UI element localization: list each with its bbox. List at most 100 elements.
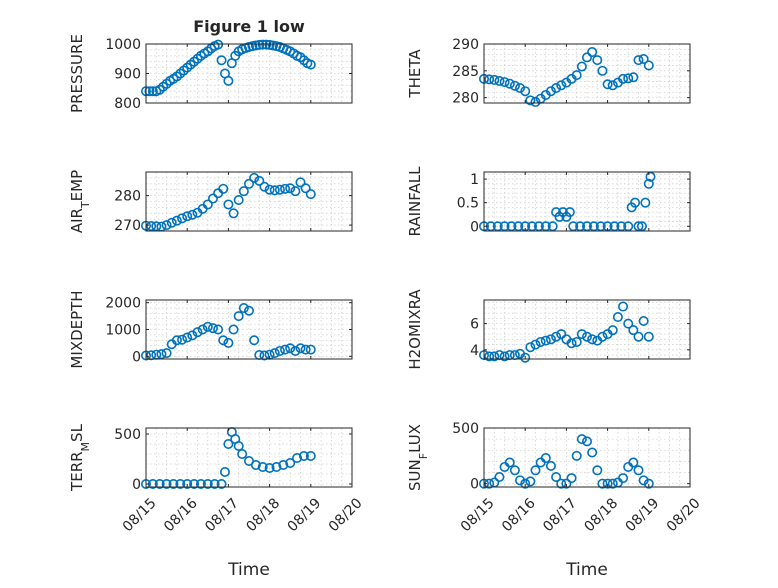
axes-box-6: [145, 427, 353, 488]
x-tick-label: 08/19: [623, 495, 663, 535]
data-point: [576, 329, 587, 340]
data-point: [144, 86, 155, 97]
data-point: [249, 172, 260, 183]
y-tick-label: 1: [470, 172, 479, 188]
data-point: [278, 459, 289, 470]
data-point: [202, 478, 213, 489]
data-point: [587, 447, 598, 458]
y-tick-label: 290: [452, 37, 479, 53]
data-point: [643, 60, 654, 71]
data-point: [216, 55, 227, 66]
data-point: [168, 478, 179, 489]
y-tick-label: 2000: [105, 296, 141, 312]
data-point: [187, 330, 198, 341]
data-point: [520, 86, 531, 97]
data-point: [547, 221, 558, 232]
data-point: [213, 39, 224, 50]
data-point: [504, 457, 515, 468]
data-point: [285, 343, 296, 354]
data-point: [207, 193, 218, 204]
chart-title: Figure 1 low: [193, 17, 305, 36]
data-point: [250, 459, 261, 470]
data-point: [545, 334, 556, 345]
data-point: [566, 338, 577, 349]
data-point: [295, 343, 306, 354]
data-point: [530, 96, 541, 107]
data-point: [581, 436, 592, 447]
data-point: [161, 348, 172, 359]
data-point: [202, 199, 213, 210]
data-point: [257, 39, 268, 50]
data-point: [530, 339, 541, 350]
data-point: [576, 61, 587, 72]
data-point: [525, 342, 536, 353]
data-point: [223, 199, 234, 210]
data-point: [597, 478, 608, 489]
x-axis-label: Time: [227, 560, 270, 580]
y-axis-label-1: THETA: [406, 49, 424, 99]
data-point: [175, 478, 186, 489]
data-point: [290, 186, 301, 197]
data-point: [506, 221, 517, 232]
data-point: [592, 55, 603, 66]
data-point: [298, 450, 309, 461]
data-point: [588, 221, 599, 232]
data-point: [489, 351, 500, 362]
data-point: [535, 336, 546, 347]
data-point: [259, 350, 270, 361]
data-point: [525, 95, 536, 106]
data-point: [571, 450, 582, 461]
data-point: [597, 331, 608, 342]
data-point: [280, 183, 291, 194]
data-point: [530, 465, 541, 476]
data-point: [633, 331, 644, 342]
data-point: [494, 471, 505, 482]
data-point: [218, 183, 229, 194]
data-point: [202, 321, 213, 332]
data-point: [533, 221, 544, 232]
data-point: [556, 329, 567, 340]
y-tick-label: 500: [452, 421, 479, 437]
y-axis-label-2: AIRTEMP: [68, 170, 92, 233]
data-point: [623, 73, 634, 84]
y-tick-label: 270: [114, 218, 141, 234]
data-point: [602, 478, 613, 489]
data-point: [233, 195, 244, 206]
data-point: [171, 215, 182, 226]
data-point: [509, 465, 520, 476]
data-point: [244, 178, 255, 189]
y-tick-label: 800: [114, 96, 141, 112]
x-tick-label: 08/20: [326, 495, 366, 535]
y-tick-label: 0: [470, 477, 479, 493]
y-tick-label: 280: [114, 189, 141, 205]
data-point: [494, 76, 505, 87]
data-point: [551, 82, 562, 93]
data-point: [623, 318, 634, 329]
data-point: [609, 221, 620, 232]
axes-box-3: [483, 171, 691, 232]
data-point: [551, 471, 562, 482]
data-point: [189, 478, 200, 489]
data-point: [628, 325, 639, 336]
data-point: [216, 478, 227, 489]
data-point: [607, 478, 618, 489]
data-point: [295, 177, 306, 188]
data-point: [489, 74, 500, 85]
y-axis-label-7: SUNFLUX: [406, 424, 430, 491]
data-point: [213, 324, 224, 335]
y-axis-label-6: TERRMSL: [68, 423, 92, 492]
data-point: [305, 189, 316, 200]
y-tick-label: 0: [470, 219, 479, 235]
data-point: [568, 221, 579, 232]
data-point: [147, 86, 158, 97]
data-point: [237, 448, 248, 459]
data-point: [564, 207, 575, 218]
data-point: [171, 335, 182, 346]
data-point: [182, 332, 193, 343]
data-point: [238, 186, 249, 197]
x-tick-label: 08/19: [285, 495, 325, 535]
data-point: [540, 453, 551, 464]
data-point: [633, 465, 644, 476]
data-point: [607, 80, 618, 91]
data-point: [633, 221, 644, 232]
